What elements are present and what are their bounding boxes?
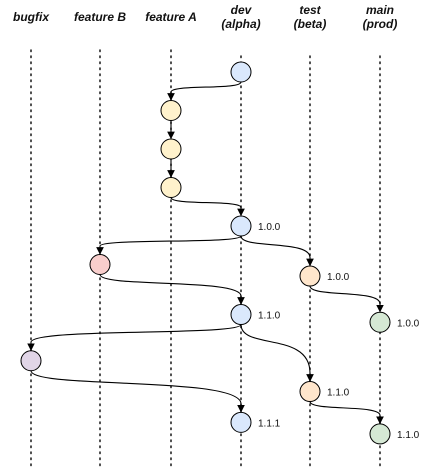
commit-node-dev (230, 411, 252, 433)
edge-t2-m2 (309, 401, 384, 425)
version-label: 1.1.0 (258, 311, 281, 322)
commits: 1.0.0 1.0.0 1.0.0 1.1.0 1.1.0 1.1.1 1.1.0 (20, 61, 420, 445)
version-label: 1.0.0 (397, 318, 420, 329)
edge-d0-a1 (167, 81, 242, 101)
edge-d2-t2 (240, 324, 314, 382)
lane-title-featureB: feature B (74, 10, 126, 24)
commit-node-featureA (160, 138, 182, 160)
commit-node-main (369, 311, 391, 333)
commit-node-dev (230, 304, 252, 326)
lane-title-bugfix: bugfix (13, 10, 50, 24)
lane-title-featureA: feature A (145, 10, 197, 24)
version-label: 1.1.0 (327, 388, 350, 399)
edge-d1-t1 (240, 235, 314, 267)
commit-node-test (299, 265, 321, 287)
lane-title-dev: (alpha) (221, 17, 260, 31)
edge-d2-x1 (27, 324, 242, 352)
commit-node-test (299, 381, 321, 403)
lane-title-main: (prod) (363, 17, 398, 31)
edges (27, 81, 384, 425)
version-label: 1.0.0 (327, 272, 350, 283)
lane-title-main: main (366, 3, 394, 17)
edge-t1-m1 (309, 285, 384, 313)
edge-b1-d2 (99, 273, 245, 305)
commit-node-featureA (160, 100, 182, 121)
lane-title-dev: dev (231, 3, 253, 17)
lane-title-test: (beta) (294, 17, 327, 31)
commit-node-dev (230, 61, 252, 83)
commit-node-bugfix (20, 350, 42, 372)
commit-node-featureA (160, 177, 182, 198)
version-label: 1.1.0 (397, 430, 420, 441)
commit-node-featureB (89, 254, 111, 275)
edge-d1-b1 (96, 235, 242, 255)
edge-x1-d3 (30, 370, 245, 413)
lane-title-test: test (299, 3, 321, 17)
version-label: 1.0.0 (258, 222, 281, 233)
commit-node-main (369, 423, 391, 445)
edge-a3-d1 (170, 196, 245, 217)
commit-node-dev (230, 215, 252, 237)
version-label: 1.1.1 (258, 418, 281, 429)
